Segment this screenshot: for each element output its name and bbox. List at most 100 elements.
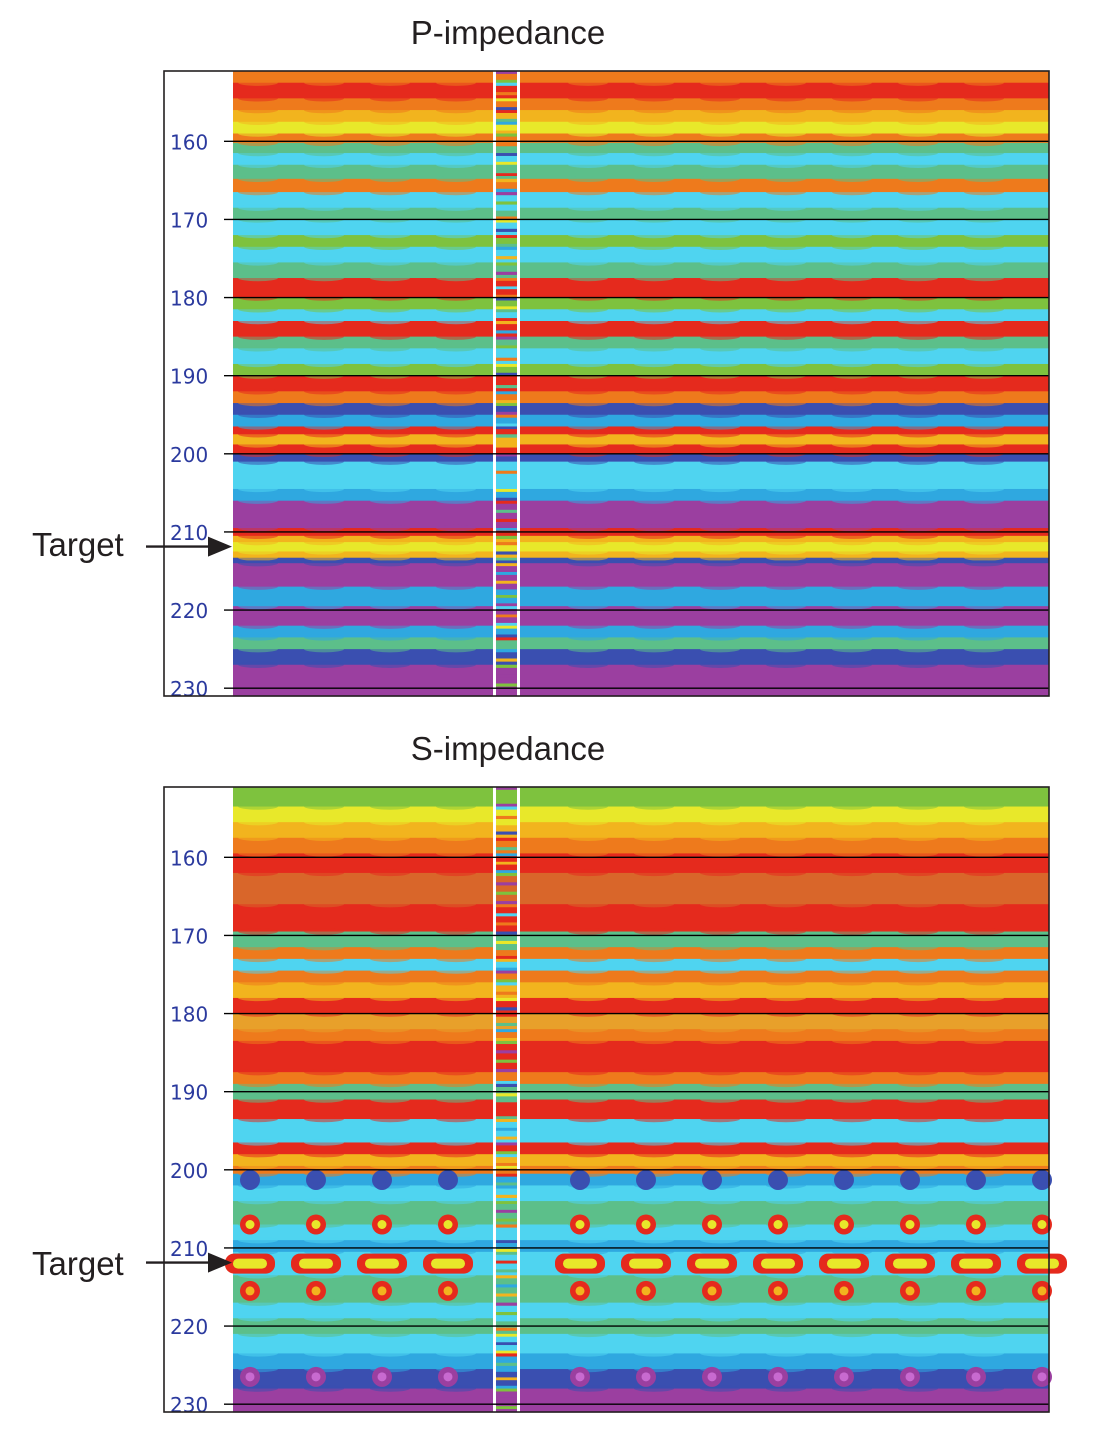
p-texture-blob xyxy=(634,360,674,368)
s-texture-blob xyxy=(370,979,410,986)
p-texture-blob xyxy=(370,532,410,540)
s-texture-blob xyxy=(634,1350,674,1357)
s-texture-blob xyxy=(436,1080,476,1088)
p-texture-blob xyxy=(370,645,410,653)
p-texture-blob xyxy=(634,388,674,395)
p-texture-blob xyxy=(568,161,608,168)
s-welllog-sample xyxy=(496,1121,517,1126)
p-texture-blob xyxy=(766,345,806,352)
p-texture-blob xyxy=(370,274,410,282)
p-texture-blob xyxy=(700,538,740,546)
p-texture-blob xyxy=(304,118,344,125)
s-ring-core xyxy=(377,1286,387,1296)
p-texture-blob xyxy=(898,79,938,86)
p-texture-blob xyxy=(436,554,476,561)
p-texture-blob xyxy=(436,360,476,368)
p-texture-blob xyxy=(766,79,806,86)
s-ring-core xyxy=(575,1372,585,1382)
s-ring-core xyxy=(905,1220,915,1229)
p-texture-blob xyxy=(304,661,344,668)
p-texture-blob xyxy=(832,139,872,147)
p-texture-blob xyxy=(898,524,938,532)
p-texture-blob xyxy=(700,161,740,168)
s-welllog-sample xyxy=(496,1321,517,1325)
s-welllog-sample xyxy=(496,1403,517,1407)
p-texture-blob xyxy=(832,524,872,532)
p-texture-blob xyxy=(766,538,806,546)
s-ring-core xyxy=(575,1175,585,1185)
s-welllog-sample xyxy=(496,1194,517,1199)
p-texture-blob xyxy=(370,431,410,438)
p-texture-blob xyxy=(766,118,806,125)
p-welllog-sample xyxy=(496,71,517,75)
p-texture-blob xyxy=(832,602,872,610)
p-texture-blob xyxy=(238,95,278,102)
p-texture-blob xyxy=(766,149,806,157)
s-layer-band xyxy=(233,1302,1049,1319)
s-welllog-sample xyxy=(496,1308,517,1313)
p-welllog-sample xyxy=(496,479,517,484)
s-texture-blob xyxy=(238,1385,278,1392)
p-texture-blob xyxy=(766,388,806,395)
p-texture-blob xyxy=(304,317,344,325)
p-texture-blob xyxy=(964,622,1004,629)
p-texture-blob xyxy=(304,149,344,157)
s-welllog-sample xyxy=(496,1272,517,1276)
s-texture-blob xyxy=(304,1037,344,1045)
s-layer-band xyxy=(233,822,1049,839)
s-texture-blob xyxy=(964,1272,1004,1279)
s-welllog-sample xyxy=(496,1299,517,1304)
p-welllog-sample xyxy=(496,614,517,618)
p-texture-blob xyxy=(964,259,1004,266)
p-welllog-sample xyxy=(496,434,517,439)
p-texture-blob xyxy=(634,634,674,641)
s-welllog-sample xyxy=(496,1240,517,1244)
p-texture-blob xyxy=(370,548,410,555)
s-target-capsule-core xyxy=(431,1258,465,1269)
p-impedance-title: P-impedance xyxy=(410,14,606,51)
s-texture-blob xyxy=(634,1236,674,1244)
s-texture-blob xyxy=(436,1037,476,1045)
p-texture-blob xyxy=(304,274,344,282)
p-texture-blob xyxy=(634,485,674,493)
p-texture-blob xyxy=(436,149,476,157)
s-texture-blob xyxy=(832,1080,872,1088)
p-texture-blob xyxy=(238,622,278,629)
s-target-capsule-core xyxy=(959,1258,993,1269)
s-texture-blob xyxy=(370,1350,410,1357)
s-welllog-sample xyxy=(496,831,517,836)
s-ring-core xyxy=(245,1372,255,1382)
p-welllog-sample xyxy=(496,265,517,270)
p-texture-blob xyxy=(634,559,674,567)
s-welllog-sample xyxy=(496,1237,517,1241)
p-texture-blob xyxy=(436,345,476,352)
p-target-label: Target xyxy=(32,526,124,563)
p-layer-band xyxy=(233,321,1049,338)
s-welllog-sample xyxy=(496,885,517,889)
s-texture-blob xyxy=(832,1248,872,1256)
s-ytick-label: 190 xyxy=(170,1081,208,1105)
p-welllog-sample xyxy=(496,318,517,322)
p-welllog-sample xyxy=(496,512,517,517)
p-texture-blob xyxy=(238,79,278,86)
p-layer-band xyxy=(233,219,1049,236)
p-layer-band xyxy=(233,535,1049,543)
s-texture-blob xyxy=(964,955,1004,963)
s-texture-blob xyxy=(436,900,476,908)
s-welllog-sample xyxy=(496,1151,517,1155)
p-texture-blob xyxy=(964,188,1004,196)
p-texture-blob xyxy=(832,583,872,590)
s-welllog-sample xyxy=(496,1345,517,1349)
s-welllog-sample xyxy=(496,907,517,911)
p-welllog-sample xyxy=(496,515,517,520)
p-texture-blob xyxy=(832,259,872,266)
s-texture-blob xyxy=(832,803,872,810)
p-texture-blob xyxy=(832,538,872,546)
p-welllog-sample xyxy=(496,98,517,102)
p-welllog-sample xyxy=(496,628,517,632)
p-welllog-sample xyxy=(496,423,517,427)
s-texture-blob xyxy=(964,1197,1004,1205)
p-welllog-sample xyxy=(496,437,517,442)
p-welllog-sample xyxy=(496,528,517,532)
s-texture-blob xyxy=(964,1096,1004,1103)
